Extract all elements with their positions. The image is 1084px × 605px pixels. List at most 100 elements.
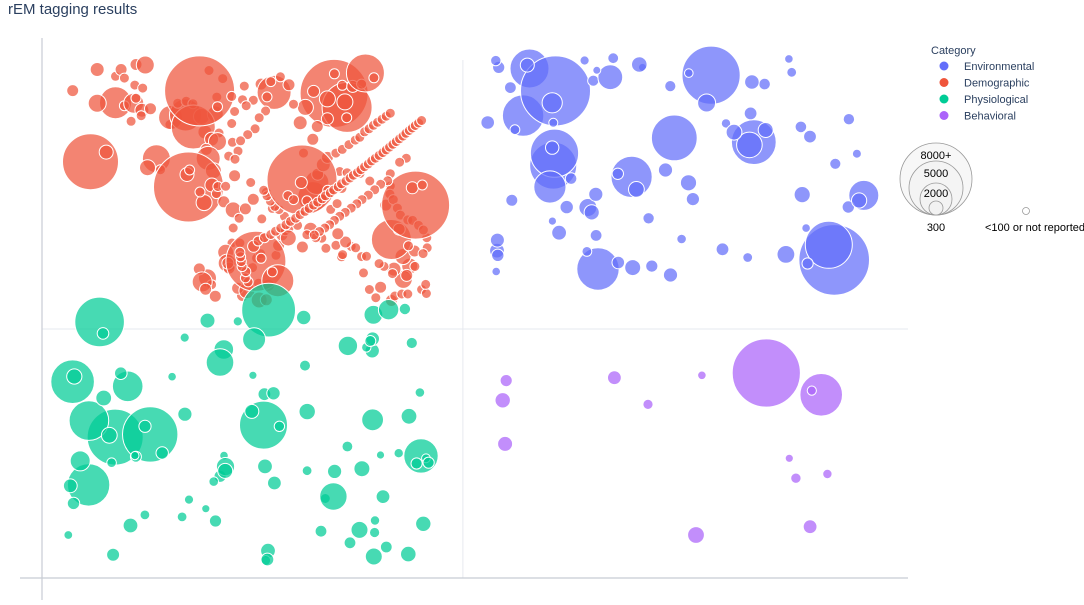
bubble-environmental-68 [505,193,519,207]
legend-title: Category [931,45,976,57]
bubble-physiological-57 [375,489,391,505]
size-legend-small-label: <100 or not reported [985,222,1084,234]
bubble-demographic-212 [364,175,376,187]
bubble-demographic-193 [261,91,273,103]
bubble-physiological-39 [267,475,282,491]
bubble-physiological-45 [398,302,412,316]
bubble-demographic-13 [130,92,142,104]
bubble-behavioral-12 [607,370,622,386]
bubble-demographic-185 [296,98,314,116]
bubble-demographic-16 [87,93,107,113]
bubble-environmental-34 [559,199,574,215]
bubble-environmental-77 [676,233,687,245]
bubble-environmental-48 [579,55,590,66]
bubble-demographic-196 [249,123,261,135]
bubble-demographic-253 [234,246,246,258]
bubble-behavioral-6 [784,453,794,463]
bubble-demographic-186 [307,84,321,98]
bubble-physiological-60 [167,371,177,382]
bubble-demographic-65 [220,180,232,192]
bubble-demographic-85 [199,282,213,296]
bubble-demographic-181 [341,112,353,124]
bubble-environmental-39 [803,129,817,144]
bubble-demographic-204 [288,194,299,206]
size-legend-label-1: 5000 [924,168,948,180]
bubble-environmental-15 [742,252,754,263]
bubble-demographic-141 [339,235,353,249]
bubble-physiological-87 [208,476,219,487]
bubble-physiological-62 [205,348,235,377]
bubble-physiological-14 [66,368,83,385]
bubble-physiological-58 [138,419,152,433]
bubble-environmental-54 [611,167,624,181]
bubble-demographic-109 [337,249,349,261]
bubble-physiological-44 [201,504,211,514]
bubble-physiological-78 [314,524,328,538]
bubble-physiological-84 [176,511,188,523]
size-legend-label-2: 2000 [924,188,948,200]
bubble-physiological-12 [106,457,117,469]
bubble-demographic-67 [238,202,252,216]
bubble-demographic-86 [208,289,222,303]
bubble-demographic-170 [384,107,396,119]
bubble-physiological-59 [361,408,385,432]
bubble-environmental-19 [720,118,732,129]
bubble-environmental-71 [744,74,760,90]
legend-label-environmental: Environmental [964,61,1034,73]
bubble-demographic-242 [308,229,320,241]
bubble-physiological-19 [299,359,311,372]
bubble-demographic-102 [279,229,297,247]
bubble-physiological-69 [298,402,316,421]
bubble-demographic-6 [118,72,130,84]
bubble-physiological-35 [375,450,386,460]
bubble-demographic-192 [265,76,277,88]
bubble-demographic-39 [226,90,238,102]
bubble-demographic-14 [125,115,137,127]
bubble-environmental-37 [664,80,677,93]
legend-swatch-physiological [939,94,949,104]
bubble-demographic-19 [98,144,114,160]
bubble-physiological-40 [179,332,190,343]
bubble-physiological-26 [62,478,78,494]
bubble-demographic-112 [358,267,369,279]
bubble-environmental-31 [611,255,626,270]
bubble-demographic-8 [137,82,149,94]
bubble-behavioral-2 [499,374,513,388]
bubble-environmental-43 [829,157,842,170]
bubble-demographic-246 [266,266,278,278]
bubble-environmental-42 [697,93,717,113]
bubble-behavioral-10 [497,435,514,452]
bubble-environmental-62 [489,232,505,248]
bubble-environmental-29 [547,216,558,226]
bubble-physiological-89 [415,515,432,532]
bubble-demographic-223 [381,170,451,240]
bubble-marks [50,45,880,567]
bubble-demographic-1 [89,62,105,77]
bubble-environmental-33 [587,74,600,87]
bubble-physiological-79 [369,515,381,526]
bubble-behavioral-7 [494,392,511,409]
bubble-physiological-28 [257,458,273,475]
bubble-environmental-17 [736,131,763,159]
bubble-demographic-55 [228,169,242,183]
bubble-environmental-36 [851,148,862,159]
bubble-demographic-62 [194,186,206,198]
bubble-environmental-69 [657,162,674,178]
size-legend-label-3: 300 [927,222,945,234]
bubble-physiological-11 [327,463,343,479]
bubble-physiological-66 [66,496,81,511]
bubble-environmental-14 [628,181,645,198]
chart-grid [42,60,908,578]
bubble-environmental-23 [801,223,811,233]
bubble-environmental-38 [504,81,517,94]
bubble-physiological-88 [242,327,267,352]
bubble-demographic-72 [256,213,268,225]
bubble-physiological-23 [296,309,312,326]
bubble-physiological-20 [353,460,371,478]
legend-swatch-demographic [939,78,949,87]
bubble-demographic-74 [227,222,239,234]
bubble-demographic-121 [409,260,421,272]
bubble-physiological-86 [319,482,348,511]
bubble-demographic-103 [295,240,309,254]
